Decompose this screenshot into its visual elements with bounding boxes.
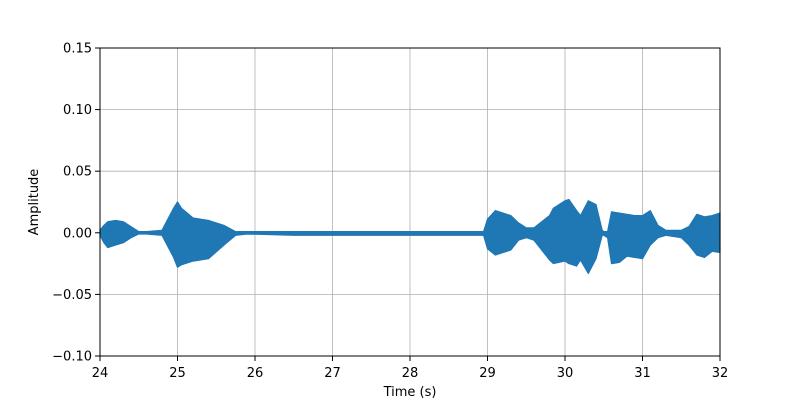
x-axis-ticks: 24 25 26 27 28 29 30 31 32 <box>92 356 729 381</box>
x-tick-label: 29 <box>479 366 496 381</box>
y-axis-label: Amplitude <box>27 169 42 236</box>
x-tick-label: 30 <box>557 366 574 381</box>
x-tick-label: 32 <box>712 366 729 381</box>
x-tick-label: 27 <box>324 366 341 381</box>
x-tick-label: 28 <box>402 366 419 381</box>
y-tick-label: 0.10 <box>63 103 92 118</box>
x-tick-label: 25 <box>169 366 186 381</box>
y-tick-label: −0.05 <box>52 288 92 303</box>
x-tick-label: 24 <box>92 366 109 381</box>
x-axis-label: Time (s) <box>383 385 437 400</box>
y-tick-label: 0.05 <box>63 165 92 180</box>
y-tick-label: 0.00 <box>63 226 92 241</box>
y-axis-ticks: −0.10 −0.05 0.00 0.05 0.10 0.15 <box>52 42 100 365</box>
y-tick-label: −0.10 <box>52 350 92 365</box>
x-tick-label: 31 <box>634 366 651 381</box>
y-tick-label: 0.15 <box>63 42 92 57</box>
x-tick-label: 26 <box>247 366 264 381</box>
